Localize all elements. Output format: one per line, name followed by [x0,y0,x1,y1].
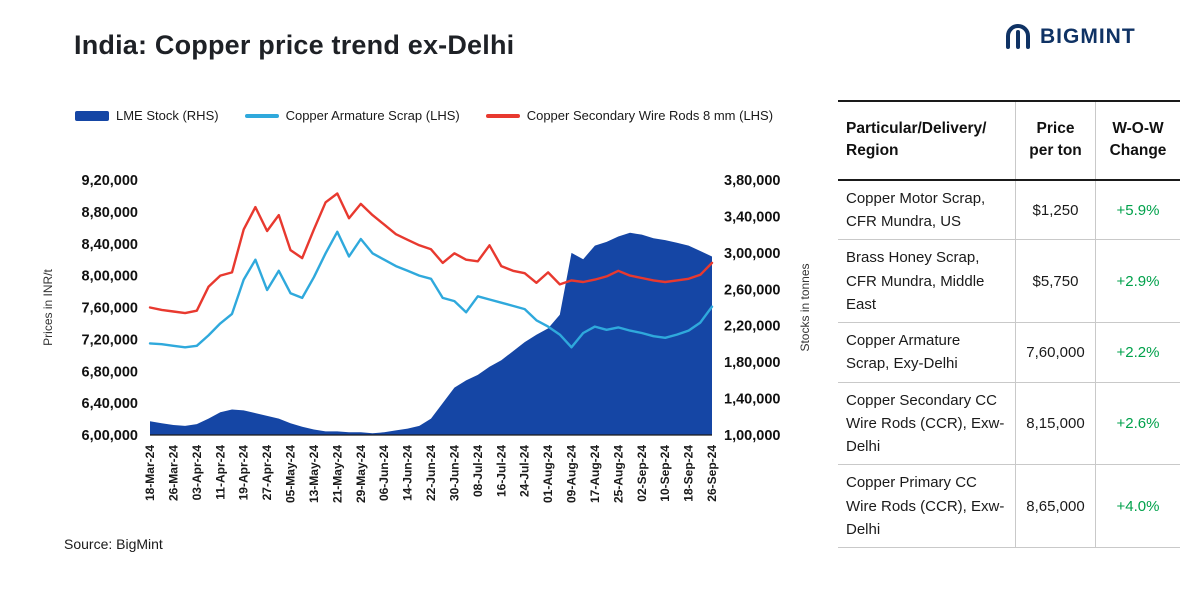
x-axis-tick-label: 08-Jul-24 [471,445,485,497]
particular-cell: Copper Motor Scrap, CFR Mundra, US [846,189,986,231]
copper-armature-scrap-line-series [148,230,714,349]
table-row: Copper Secondary CC Wire Rods (CCR), Exw… [838,382,1180,466]
x-axis-tick-label: 06-Jun-24 [377,445,391,501]
legend-item-lme-stock: LME Stock (RHS) [75,108,219,123]
x-axis-tick-label: 19-Apr-24 [237,445,251,501]
x-axis-tick-label: 22-Jun-24 [424,445,438,501]
x-axis-tick-label: 13-May-24 [307,445,321,503]
header-wow-change: W-O-W Change [1095,102,1180,179]
x-axis-tick-label: 18-Mar-24 [143,445,157,501]
x-axis-tick-label: 30-Jun-24 [447,445,461,501]
table-row: Copper Armature Scrap, Exy-Delhi 7,60,00… [838,323,1180,383]
left-axis-tick-label: 6,40,000 [82,396,138,412]
bigmint-logo-icon [1006,24,1030,49]
right-axis-title: Stocks in tonnes [798,263,812,351]
legend-label: Copper Secondary Wire Rods 8 mm (LHS) [526,108,774,123]
wow-change-cell: +4.0% [1095,465,1180,548]
x-axis-tick-label: 01-Aug-24 [541,445,555,503]
table-row: Copper Primary CC Wire Rods (CCR), Exw-D… [838,465,1180,549]
bigmint-logo-text: BIGMINT [1040,25,1136,48]
table-header-row: Particular/Delivery/ Region Price per to… [838,102,1180,181]
price-cell: 8,65,000 [1015,465,1095,548]
particular-cell: Copper Primary CC Wire Rods (CCR), Exw-D… [846,474,1005,538]
x-axis-tick-label: 17-Aug-24 [588,445,602,503]
legend-label: LME Stock (RHS) [116,108,219,123]
right-axis-tick-label: 3,40,000 [724,209,780,225]
particular-cell: Copper Armature Scrap, Exy-Delhi [846,332,961,373]
wow-change-cell: +5.9% [1095,180,1180,240]
wow-change-cell: +2.6% [1095,382,1180,465]
wire-rods-swatch [485,113,520,118]
x-axis-tick-label: 18-Sep-24 [682,445,696,502]
legend-item-armature-scrap: Copper Armature Scrap (LHS) [244,108,460,123]
left-axis-tick-label: 6,00,000 [82,428,138,444]
page-title: India: Copper price trend ex-Delhi [74,30,515,60]
left-axis-title: Prices in INR/t [41,268,55,345]
left-axis-tick-label: 9,20,000 [82,173,138,189]
lme-stock-swatch [75,110,109,121]
x-axis-tick-label: 29-May-24 [354,445,368,503]
x-axis-tick-label: 11-Apr-24 [213,445,227,500]
particular-cell: Copper Secondary CC Wire Rods (CCR), Exw… [846,391,1005,456]
right-axis-tick-label: 1,00,000 [724,428,780,444]
lme-stock-area-series [150,232,712,435]
x-axis-tick-label: 26-Mar-24 [166,445,180,501]
chart-legend: LME Stock (RHS) Copper Armature Scrap (L… [75,108,773,123]
particular-cell: Brass Honey Scrap, CFR Mundra, Middle Ea… [846,249,985,313]
x-axis-tick-label: 02-Sep-24 [635,445,649,502]
armature-scrap-swatch [244,113,279,118]
x-axis-tick-label: 05-May-24 [284,445,298,503]
price-cell: 8,15,000 [1015,382,1095,465]
x-axis-tick-label: 26-Sep-24 [705,445,719,502]
x-axis-tick-label: 14-Jun-24 [401,445,415,501]
wow-change-cell: +2.2% [1095,323,1180,382]
left-axis-tick-label: 6,80,000 [82,364,138,380]
table-row: Brass Honey Scrap, CFR Mundra, Middle Ea… [838,240,1180,324]
right-axis-tick-label: 3,80,000 [724,173,780,189]
x-axis-tick-label: 10-Sep-24 [658,445,672,502]
copper-price-trend-chart: 6,00,000 6,40,000 6,80,000 7,20,000 7,60,000… [41,173,812,503]
x-axis-tick-label: 25-Aug-24 [611,445,625,503]
price-cell: 7,60,000 [1015,323,1095,382]
legend-item-wire-rods: Copper Secondary Wire Rods 8 mm (LHS) [485,108,774,123]
x-axis-tick-label: 16-Jul-24 [494,445,508,497]
price-cell: $1,250 [1015,180,1095,240]
x-axis-tick-label: 09-Aug-24 [565,445,579,503]
right-axis-tick-label: 1,80,000 [724,355,780,371]
legend-label: Copper Armature Scrap (LHS) [285,108,460,123]
left-axis-tick-label: 7,60,000 [82,301,138,317]
header-price: Price per ton [1015,102,1095,179]
left-axis-tick-label: 8,40,000 [82,237,138,253]
wow-change-cell: +2.9% [1095,240,1180,323]
x-axis-tick-label: 24-Jul-24 [518,445,532,497]
right-axis-tick-label: 2,20,000 [724,319,780,335]
right-axis-tick-label: 3,00,000 [724,246,780,262]
table-row: Copper Motor Scrap, CFR Mundra, US $1,25… [838,180,1180,241]
right-axis-tick-label: 2,60,000 [724,282,780,298]
price-table: Particular/Delivery/ Region Price per to… [838,100,1180,549]
header-particular: Particular/Delivery/ Region [846,120,987,160]
x-axis-tick-label: 27-Apr-24 [260,445,274,501]
price-cell: $5,750 [1015,240,1095,323]
source-note: Source: BigMint [64,536,163,552]
left-axis-tick-label: 8,00,000 [82,269,138,285]
left-axis-tick-label: 7,20,000 [82,332,138,348]
copper-secondary-wire-rods-line-series [148,192,714,315]
bigmint-logo: BIGMINT [1003,22,1136,52]
left-axis-tick-label: 8,80,000 [82,205,138,221]
x-axis-tick-label: 03-Apr-24 [190,445,204,501]
x-axis-tick-label: 21-May-24 [330,445,344,503]
right-axis-tick-label: 1,40,000 [724,392,780,408]
